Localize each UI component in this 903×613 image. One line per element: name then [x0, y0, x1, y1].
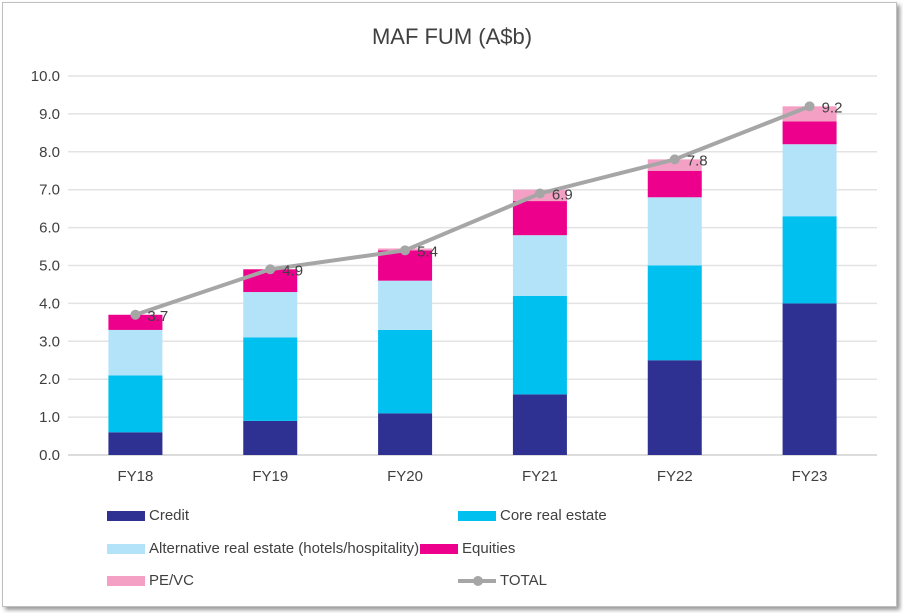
legend-label: Core real estate — [500, 507, 607, 524]
y-tick-label: 10.0 — [31, 68, 60, 85]
bar-segment-alternative-real-estate-hotels-hospitality- — [782, 144, 837, 217]
y-tick-label: 8.0 — [39, 144, 60, 161]
data-label: 7.8 — [687, 152, 708, 169]
bar-segment-equities — [647, 170, 702, 198]
legend-item: Core real estate — [458, 507, 607, 524]
x-tick-label: FY21 — [522, 468, 558, 485]
legend-label: Equities — [462, 540, 516, 557]
total-point — [130, 309, 141, 320]
legend-swatch — [420, 543, 458, 554]
legend-label: Alternative real estate (hotels/hospital… — [149, 540, 420, 557]
y-tick-label: 9.0 — [39, 106, 60, 123]
bar-segment-core-real-estate — [512, 295, 567, 395]
legend-item: TOTAL — [458, 572, 547, 589]
total-point — [400, 245, 411, 256]
x-tick-label: FY18 — [117, 468, 153, 485]
chart-frame — [2, 2, 897, 607]
bar-segment-core-real-estate — [108, 375, 163, 433]
bar-segment-alternative-real-estate-hotels-hospitality- — [512, 235, 567, 296]
y-tick-label: 5.0 — [39, 258, 60, 275]
legend-item: PE/VC — [107, 572, 194, 589]
bar-segment-equities — [108, 314, 163, 330]
bar-segment-equities — [378, 250, 433, 281]
y-tick-label: 7.0 — [39, 182, 60, 199]
bar-segment-equities — [782, 121, 837, 145]
bar-segment-credit — [512, 394, 567, 455]
legend-label: TOTAL — [500, 572, 547, 589]
bar-segment-alternative-real-estate-hotels-hospitality- — [243, 292, 298, 338]
total-point — [669, 154, 680, 165]
legend-swatch — [107, 575, 145, 586]
data-label: 3.7 — [147, 308, 168, 325]
bar-segment-core-real-estate — [243, 337, 298, 421]
chart-title: MAF FUM (A$b) — [372, 24, 532, 49]
y-tick-label: 4.0 — [39, 295, 60, 312]
data-label: 5.4 — [417, 243, 438, 260]
x-tick-label: FY22 — [657, 468, 693, 485]
bar-segment-core-real-estate — [782, 216, 837, 304]
legend-swatch — [458, 510, 496, 521]
legend-swatch — [107, 510, 145, 521]
bar-segment-credit — [378, 413, 433, 455]
bar-segment-pe-vc — [647, 159, 702, 171]
bar-segment-credit — [243, 420, 298, 455]
bar-segment-core-real-estate — [378, 329, 433, 414]
bar-segment-credit — [782, 303, 837, 455]
y-tick-label: 1.0 — [39, 409, 60, 426]
y-tick-label: 2.0 — [39, 371, 60, 388]
data-label: 4.9 — [282, 262, 303, 279]
data-label: 9.2 — [822, 99, 843, 116]
bar-segment-alternative-real-estate-hotels-hospitality- — [647, 197, 702, 266]
bar-segment-core-real-estate — [647, 265, 702, 361]
bar-segment-equities — [512, 201, 567, 236]
y-tick-label: 6.0 — [39, 220, 60, 237]
legend-line-marker — [458, 575, 496, 586]
bar-segment-credit — [647, 360, 702, 455]
legend-label: Credit — [149, 507, 190, 524]
total-line — [134, 104, 811, 317]
data-label: 6.9 — [552, 186, 573, 203]
total-point — [804, 101, 815, 112]
legend-swatch — [107, 543, 145, 554]
legend-label: PE/VC — [149, 572, 195, 589]
legend-item: Credit — [107, 507, 189, 524]
bar-segment-alternative-real-estate-hotels-hospitality- — [108, 329, 163, 376]
legend-item: Equities — [420, 540, 515, 557]
legend-item: Alternative real estate (hotels/hospital… — [107, 540, 419, 557]
bar-segment-alternative-real-estate-hotels-hospitality- — [378, 280, 433, 330]
bar-segment-credit — [108, 432, 163, 455]
total-point — [534, 188, 545, 199]
x-tick-label: FY23 — [792, 468, 828, 485]
y-tick-label: 3.0 — [39, 333, 60, 350]
total-point — [265, 264, 276, 275]
x-tick-label: FY20 — [387, 468, 423, 485]
x-tick-label: FY19 — [252, 468, 288, 485]
y-tick-label: 0.0 — [39, 447, 60, 464]
